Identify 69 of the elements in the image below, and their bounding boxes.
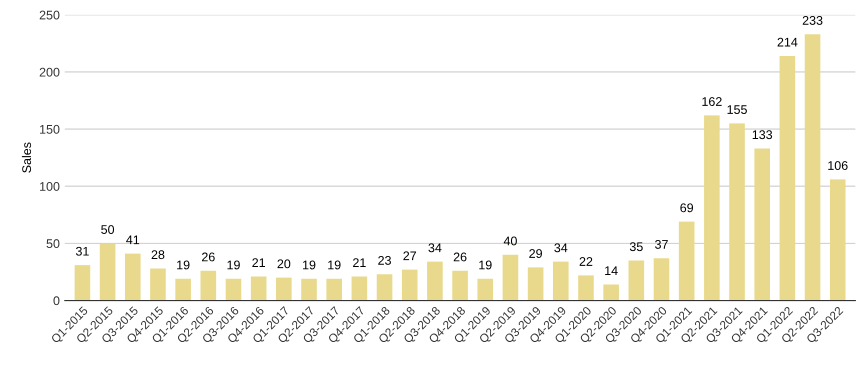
bar: [100, 243, 116, 301]
data-label: 28: [152, 250, 164, 260]
bar: [780, 56, 796, 301]
data-label: 69: [680, 203, 694, 212]
bar: [804, 34, 820, 301]
bar: [830, 179, 846, 301]
data-label: 37: [655, 240, 668, 249]
bar: [628, 260, 644, 301]
y-tick-label: 100: [40, 182, 60, 191]
bar: [452, 270, 468, 301]
data-label: 155: [728, 105, 747, 114]
bar: [200, 270, 216, 301]
y-tick-label: 250: [40, 10, 60, 20]
data-label: 133: [752, 130, 772, 140]
data-label: 23: [378, 256, 391, 265]
data-label: 40: [504, 236, 517, 246]
data-label: 21: [252, 258, 266, 267]
data-label: 19: [328, 260, 341, 270]
bar: [301, 278, 317, 301]
y-tick-label: 150: [40, 124, 60, 134]
bar: [74, 265, 90, 301]
data-label: 19: [303, 260, 316, 270]
bar: [754, 148, 770, 301]
data-label: 162: [702, 97, 722, 106]
bar: [226, 278, 242, 301]
bar: [477, 278, 494, 301]
bar: [578, 275, 594, 301]
data-label: 14: [605, 266, 618, 275]
bar: [678, 222, 694, 301]
bar: [729, 123, 745, 301]
bar: [276, 278, 292, 301]
y-tick-label: 50: [46, 239, 60, 248]
bar: [654, 258, 670, 301]
data-label: 41: [126, 236, 140, 244]
bar: [175, 278, 191, 301]
bar: [352, 276, 368, 301]
data-label: 233: [802, 16, 822, 25]
data-label: 34: [428, 243, 442, 252]
data-label: 19: [479, 260, 492, 270]
bar: [250, 276, 266, 301]
bar: [326, 278, 342, 301]
data-label: 214: [778, 38, 798, 46]
y-tick-label: 200: [40, 68, 60, 77]
y-axis-title: Sales: [22, 142, 32, 173]
data-label: 22: [580, 257, 592, 266]
bar: [528, 267, 544, 301]
bar: [124, 254, 141, 301]
data-label: 29: [529, 249, 542, 258]
data-label: 21: [353, 258, 366, 267]
data-label: 26: [202, 252, 215, 262]
data-label: 35: [630, 242, 643, 252]
data-label: 34: [554, 243, 568, 252]
y-tick-label: 0: [53, 296, 60, 306]
data-label: 20: [278, 259, 290, 268]
bar: [427, 262, 443, 301]
bar: [502, 254, 518, 301]
data-label: 50: [101, 225, 114, 234]
data-label: 19: [177, 260, 190, 270]
bar: [552, 262, 569, 301]
data-label: 26: [454, 252, 466, 262]
bar: [376, 274, 392, 301]
bar: [150, 268, 166, 301]
data-label: 31: [76, 246, 89, 256]
bar: [704, 115, 720, 301]
data-label: 106: [828, 161, 848, 170]
data-label: 19: [227, 260, 240, 270]
data-label: 27: [403, 251, 416, 260]
bar: [603, 284, 619, 301]
bar: [402, 270, 418, 301]
